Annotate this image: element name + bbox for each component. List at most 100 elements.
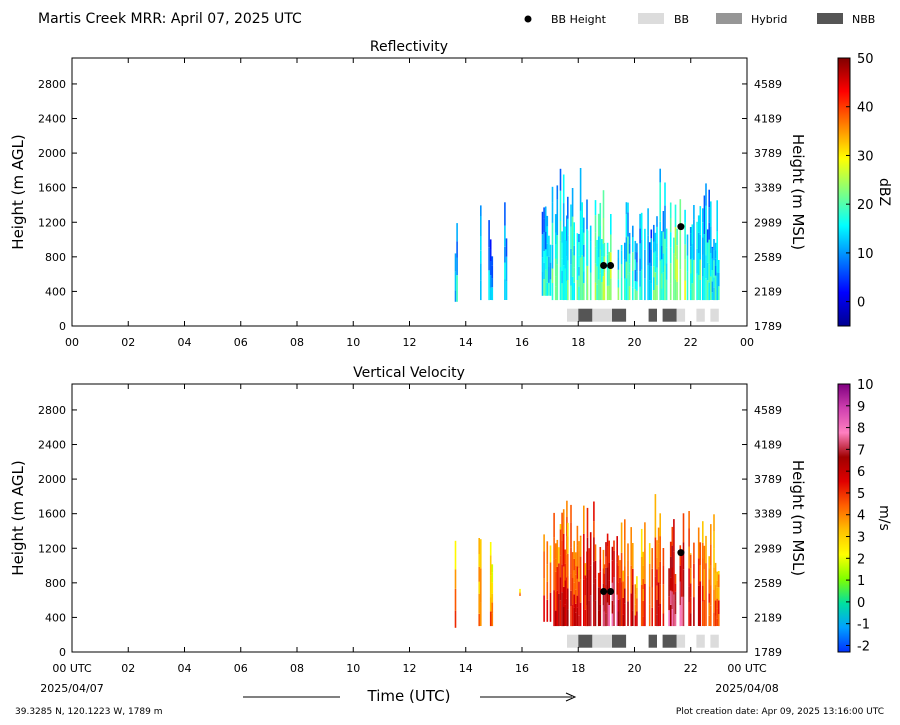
data-cell: [639, 213, 641, 229]
data-cell: [554, 610, 557, 627]
velocity-colorbar: [837, 383, 851, 653]
data-cell: [605, 567, 607, 585]
data-cell: [664, 238, 666, 266]
data-cell: [546, 282, 549, 296]
data-cell: [619, 560, 621, 578]
data-cell: [711, 258, 714, 270]
data-cell: [656, 285, 658, 300]
data-cell: [491, 287, 494, 301]
x-tick-label: 10: [346, 662, 360, 675]
data-cell: [578, 275, 580, 287]
data-cell: [705, 183, 707, 206]
data-cell: [597, 572, 600, 588]
data-cell: [489, 275, 492, 288]
data-cell: [561, 258, 563, 271]
data-cell: [573, 558, 575, 571]
data-cell: [571, 552, 574, 578]
data-cell: [564, 240, 567, 269]
data-cell: [651, 568, 653, 588]
data-cell: [669, 556, 672, 578]
data-cell: [519, 590, 521, 592]
data-cell: [616, 562, 618, 595]
data-cell: [611, 546, 614, 561]
legend-nbb-label: NBB: [852, 13, 875, 26]
data-cell: [718, 571, 720, 575]
data-cell: [583, 271, 585, 284]
data-cell: [597, 213, 600, 237]
data-cell: [656, 585, 658, 600]
data-cell: [541, 211, 544, 235]
data-cell: [620, 522, 623, 553]
data-cell: [553, 559, 555, 591]
data-cell: [561, 231, 563, 243]
data-cell: [634, 594, 637, 605]
data-cell: [573, 267, 575, 283]
data-cell: [689, 597, 692, 614]
data-cell: [610, 214, 612, 235]
data-cell: [644, 228, 646, 250]
data-cell: [702, 601, 704, 626]
data-cell: [613, 550, 615, 578]
data-cell: [644, 522, 646, 549]
data-cell: [581, 228, 583, 256]
data-cell: [624, 603, 626, 626]
data-cell: [576, 233, 579, 254]
data-cell: [620, 287, 623, 300]
x-tick-label: 18: [571, 662, 585, 675]
data-cell: [573, 245, 575, 256]
data-cell: [718, 574, 720, 588]
data-cell: [654, 232, 657, 252]
velocity-ylabel: Height (m AGL): [9, 460, 27, 575]
data-cell: [648, 563, 651, 587]
data-cell: [593, 583, 595, 602]
data-cell: [559, 267, 562, 300]
data-cell: [576, 545, 579, 567]
data-cell: [617, 279, 620, 288]
data-cell: [554, 276, 557, 287]
data-cell: [603, 242, 606, 257]
bb-type-block: [612, 634, 627, 648]
data-cell: [602, 605, 605, 627]
data-cell: [708, 602, 710, 616]
data-cell: [562, 533, 565, 567]
data-cell: [606, 285, 609, 301]
velocity-panel: Vertical Velocity 0400800120016002000240…: [9, 365, 892, 675]
data-cell: [639, 258, 641, 272]
colorbar-tick-label: 7: [857, 443, 865, 458]
data-cell: [564, 563, 567, 581]
data-cell: [594, 282, 597, 301]
data-cell: [504, 246, 506, 263]
data-cell: [705, 278, 707, 301]
data-cell: [644, 278, 646, 301]
data-cell: [551, 283, 554, 301]
data-cell: [454, 569, 457, 589]
data-cell: [519, 593, 521, 595]
data-cell: [599, 202, 602, 226]
data-cell: [703, 600, 706, 627]
data-cell: [627, 236, 629, 261]
data-cell: [696, 248, 698, 274]
x-tick-label: 00: [65, 336, 79, 349]
data-cell: [543, 578, 545, 596]
x-tick-label: 02: [121, 662, 135, 675]
data-cell: [657, 582, 660, 607]
data-cell: [640, 585, 643, 627]
data-cell: [653, 252, 655, 267]
data-cell: [710, 524, 712, 545]
reflectivity-ylabel: Height (m AGL): [9, 134, 27, 249]
data-cell: [599, 559, 602, 572]
data-cell: [589, 532, 592, 566]
data-cell: [571, 188, 574, 217]
data-cell: [594, 215, 597, 233]
data-cell: [593, 562, 595, 584]
data-cell: [714, 288, 717, 301]
data-cell: [708, 222, 710, 240]
data-cell: [713, 250, 715, 261]
legend-bb-label: BB: [674, 13, 689, 26]
data-cell: [570, 204, 572, 227]
data-cell: [636, 290, 638, 300]
data-cell: [697, 215, 700, 233]
data-cell: [489, 261, 492, 276]
data-cell: [710, 201, 712, 227]
data-cell: [708, 207, 710, 223]
